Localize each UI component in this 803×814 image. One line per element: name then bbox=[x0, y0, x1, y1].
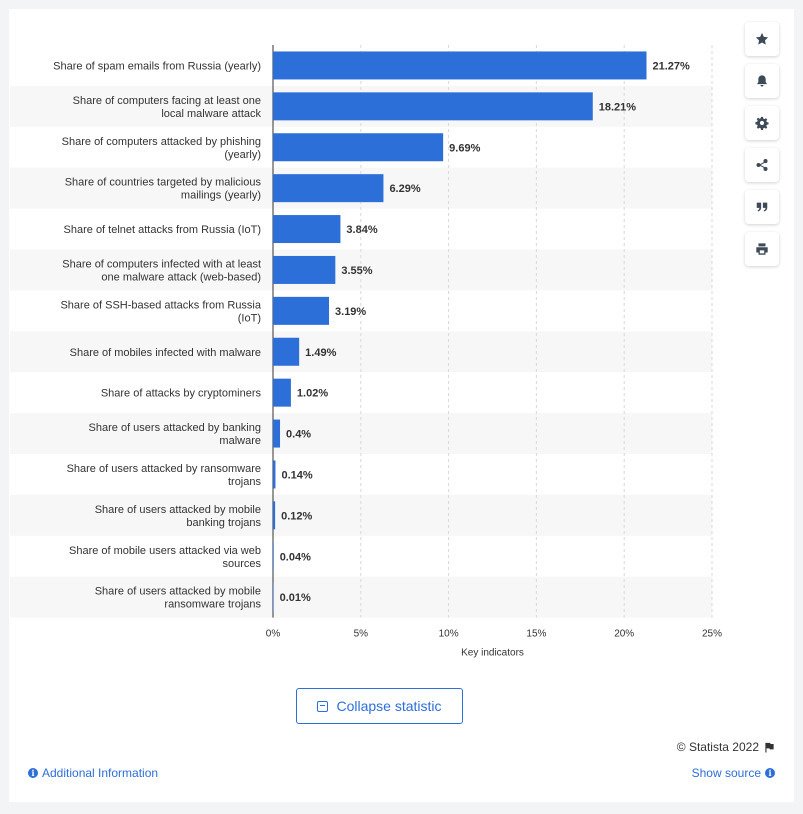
bar[interactable] bbox=[273, 255, 336, 284]
show-source-label: Show source bbox=[691, 766, 761, 780]
additional-information-label: Additional Information bbox=[42, 766, 159, 780]
bar[interactable] bbox=[273, 133, 444, 162]
bar-value-label: 3.84% bbox=[346, 224, 377, 236]
bar-value-label: 1.02% bbox=[297, 388, 328, 400]
bar-value-label: 0.12% bbox=[281, 510, 312, 522]
bar-value-label: 0.14% bbox=[281, 469, 312, 481]
notification-button[interactable] bbox=[745, 64, 779, 98]
category-label: Share of mobile users attacked via web so… bbox=[69, 545, 261, 570]
bar-chart: 21.27% Share of spam emails from Russia (… bbox=[53, 45, 723, 659]
print-icon bbox=[756, 243, 768, 255]
x-tick-label: 25% bbox=[702, 629, 722, 640]
bar-value-label: 0.01% bbox=[280, 592, 311, 604]
share-button[interactable] bbox=[745, 148, 779, 182]
print-button[interactable] bbox=[745, 232, 779, 266]
bar[interactable] bbox=[273, 378, 291, 407]
category-label: Share of spam emails from Russia (yearly… bbox=[53, 60, 261, 72]
cite-button[interactable] bbox=[745, 190, 779, 224]
bar-value-label: 3.19% bbox=[335, 306, 366, 318]
bell-icon bbox=[757, 75, 767, 87]
quote-icon bbox=[756, 202, 768, 212]
show-source-link[interactable]: Show source i bbox=[692, 766, 775, 780]
bar-value-label: 9.69% bbox=[449, 142, 480, 154]
bar-value-label: 1.49% bbox=[305, 347, 336, 359]
bar-value-label: 0.4% bbox=[286, 429, 311, 441]
bar-value-label: 18.21% bbox=[599, 101, 637, 113]
info-icon: i bbox=[28, 768, 38, 778]
bar-value-label: 21.27% bbox=[653, 60, 691, 72]
category-label: Share of SSH-based attacks from Russia (I… bbox=[60, 299, 261, 324]
category-label: Share of computers attacked by phishing(… bbox=[62, 136, 261, 161]
x-tick-label: 0% bbox=[266, 629, 281, 640]
collapse-icon bbox=[317, 700, 329, 712]
bar[interactable] bbox=[273, 51, 647, 80]
flag-icon[interactable] bbox=[764, 742, 775, 753]
copyright: © Statista 2022 bbox=[677, 740, 775, 754]
bar[interactable] bbox=[273, 174, 384, 203]
x-tick-label: 10% bbox=[439, 629, 459, 640]
category-label: Share of computers infected with at leas… bbox=[62, 258, 261, 283]
bar[interactable] bbox=[273, 542, 274, 571]
favorite-button[interactable] bbox=[745, 22, 779, 56]
bar[interactable] bbox=[273, 215, 341, 244]
share-icon bbox=[756, 159, 768, 171]
collapse-label: Collapse statistic bbox=[336, 698, 442, 714]
collapse-statistic-button[interactable]: Collapse statistic bbox=[296, 688, 463, 724]
category-label: Share of computers facing at least one lo… bbox=[73, 95, 262, 120]
category-label: Share of users attacked by ransomware tro… bbox=[67, 463, 262, 488]
gear-icon bbox=[755, 116, 769, 130]
bar[interactable] bbox=[273, 460, 276, 489]
bar-value-label: 3.55% bbox=[341, 265, 372, 277]
star-icon bbox=[755, 32, 769, 45]
category-label: Share of mobiles infected with malware bbox=[70, 347, 261, 359]
bar[interactable] bbox=[273, 337, 300, 366]
info-icon: i bbox=[765, 768, 775, 778]
bar[interactable] bbox=[273, 501, 276, 530]
bar-value-label: 0.04% bbox=[280, 551, 311, 563]
bar[interactable] bbox=[273, 419, 281, 448]
category-label: Share of telnet attacks from Russia (IoT… bbox=[64, 224, 261, 236]
bar[interactable] bbox=[273, 296, 330, 325]
x-tick-label: 20% bbox=[614, 629, 634, 640]
bar[interactable] bbox=[273, 92, 593, 121]
x-tick-label: 5% bbox=[354, 629, 369, 640]
category-label: Share of users attacked by mobile ransomw… bbox=[95, 586, 262, 611]
category-label: Share of attacks by cryptominers bbox=[101, 388, 262, 400]
bar-value-label: 6.29% bbox=[389, 183, 420, 195]
x-axis-title: Key indicators bbox=[461, 648, 524, 659]
category-label: Share of users attacked by mobile banking… bbox=[95, 504, 262, 529]
bar[interactable] bbox=[273, 583, 274, 612]
x-tick-label: 15% bbox=[526, 629, 546, 640]
copyright-text: © Statista 2022 bbox=[676, 740, 759, 754]
additional-information-link[interactable]: i Additional Information bbox=[28, 766, 158, 780]
settings-button[interactable] bbox=[745, 106, 779, 140]
category-label: Share of countries targeted by malicious… bbox=[65, 177, 262, 202]
category-label: Share of users attacked by banking malwar… bbox=[89, 422, 261, 447]
